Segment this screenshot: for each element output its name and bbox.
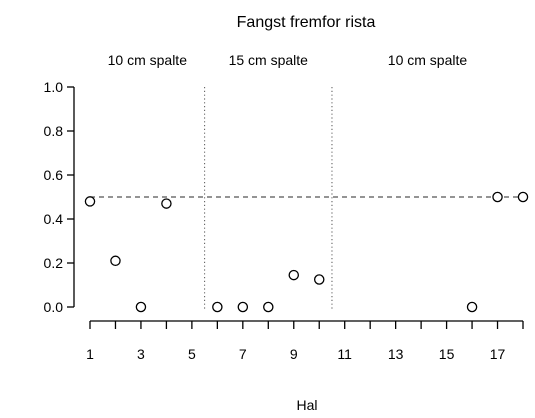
x-tick-label: 15 — [439, 346, 455, 362]
y-tick-label: 0.6 — [44, 167, 64, 183]
data-point — [135, 301, 147, 313]
data-point — [313, 274, 325, 285]
x-tick-label: 1 — [86, 346, 94, 362]
x-tick-label: 9 — [290, 346, 298, 362]
data-point — [263, 301, 274, 313]
section-label: 10 cm spalte — [108, 52, 188, 68]
data-point — [517, 191, 529, 203]
data-point — [161, 198, 172, 209]
y-tick-label: 0.2 — [44, 255, 64, 271]
x-tick-label: 3 — [137, 346, 145, 362]
x-tick-label: 7 — [239, 346, 247, 362]
data-point — [237, 301, 249, 313]
data-points — [84, 191, 529, 313]
x-axis: 1 3 5 7 9 11 13 15 17 — [86, 320, 524, 362]
section-label: 10 cm spalte — [388, 52, 468, 68]
x-axis-label: Hal — [296, 397, 317, 413]
y-tick-label: 1.0 — [44, 79, 64, 95]
section-dividers — [204, 87, 333, 311]
y-tick-label: 0.4 — [44, 211, 64, 227]
y-tick-label: 0.0 — [44, 299, 64, 315]
data-point — [84, 196, 96, 207]
section-label: 15 cm spalte — [229, 52, 309, 68]
y-tick-label: 0.8 — [44, 123, 64, 139]
x-tick-label: 13 — [388, 346, 404, 362]
section-labels: 10 cm spalte 15 cm spalte 10 cm spalte — [108, 52, 468, 68]
chart-title: Fangst fremfor rista — [237, 14, 376, 31]
data-point — [288, 269, 300, 281]
y-axis: 0.0 0.2 0.4 0.6 0.8 1.0 — [44, 79, 75, 315]
data-point — [492, 191, 503, 203]
x-tick-label: 5 — [188, 346, 196, 362]
data-point — [212, 301, 223, 313]
data-point — [110, 255, 121, 267]
data-point — [466, 301, 478, 313]
x-tick-label: 17 — [490, 346, 506, 362]
x-tick-label: 11 — [337, 346, 352, 362]
